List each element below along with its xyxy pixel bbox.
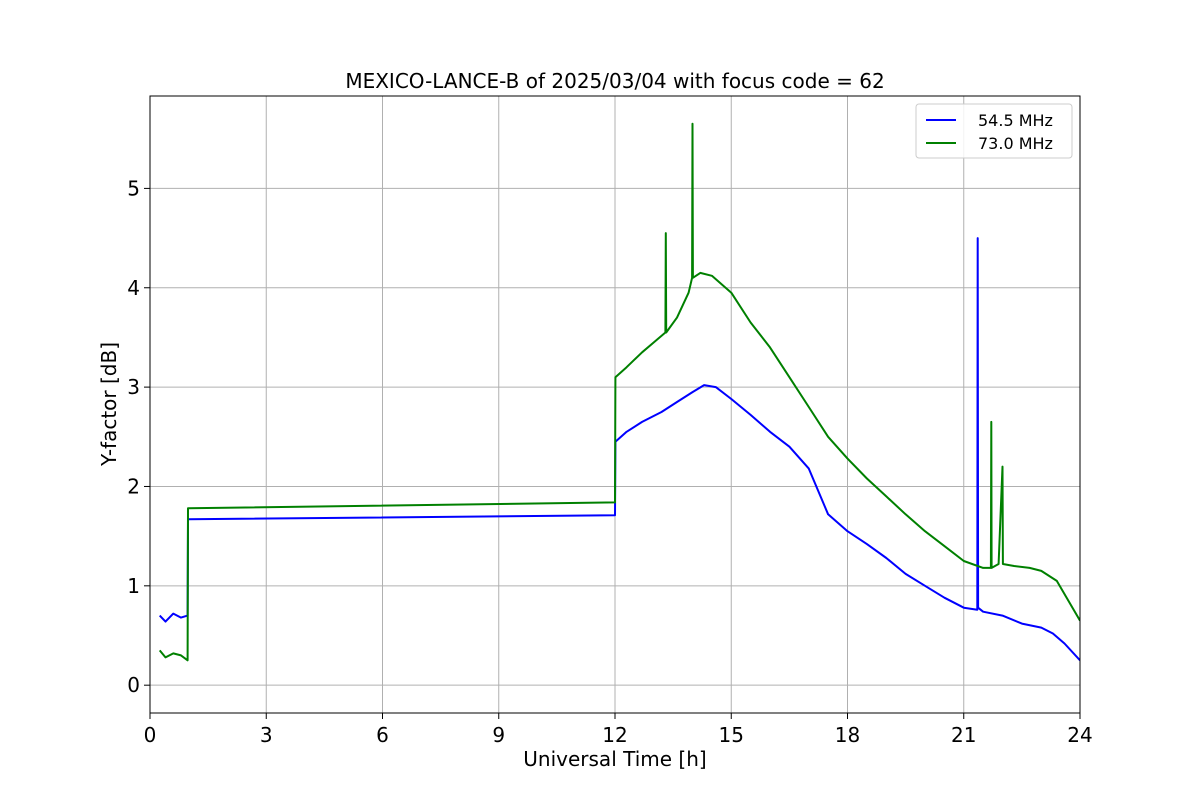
x-tick-label: 15 <box>719 723 744 747</box>
y-tick-label: 3 <box>127 375 140 399</box>
x-tick-label: 18 <box>835 723 860 747</box>
plot-area <box>158 122 1080 662</box>
legend-label: 73.0 MHz <box>978 134 1053 153</box>
y-tick-label: 2 <box>127 474 140 498</box>
x-tick-label: 12 <box>602 723 627 747</box>
x-tick-label: 3 <box>260 723 273 747</box>
legend: 54.5 MHz 73.0 MHz <box>915 103 1073 159</box>
x-tick-label: 0 <box>144 723 157 747</box>
y-axis-label: Y-factor [dB] <box>97 342 121 467</box>
x-tick-label: 6 <box>376 723 389 747</box>
x-tick-label: 9 <box>492 723 505 747</box>
y-tick-label: 1 <box>127 574 140 598</box>
chart-title: MEXICO-LANCE-B of 2025/03/04 with focus … <box>345 69 884 93</box>
legend-box <box>915 103 1073 159</box>
x-tick-label: 21 <box>951 723 976 747</box>
y-tick-label: 5 <box>127 176 140 200</box>
series-line-73-0-mhz <box>158 122 1080 662</box>
y-tick-label: 0 <box>127 673 140 697</box>
legend-label: 54.5 MHz <box>978 111 1053 130</box>
y-tick-label: 4 <box>127 276 140 300</box>
x-tick-label: 24 <box>1067 723 1092 747</box>
series-group <box>158 122 1080 662</box>
x-axis-label: Universal Time [h] <box>523 747 706 771</box>
